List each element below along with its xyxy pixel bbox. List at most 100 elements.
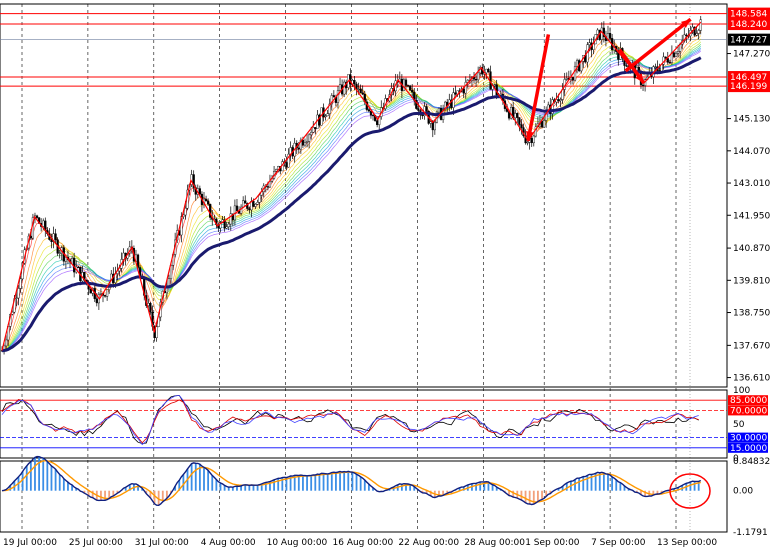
candle [676, 51, 680, 54]
macd-histogram-bar [236, 486, 238, 491]
candle [223, 219, 226, 229]
level-tag [728, 18, 770, 31]
macd-histogram-bar [322, 473, 325, 491]
candle [540, 120, 544, 128]
candle [204, 198, 208, 202]
candle [266, 186, 269, 188]
candle [685, 34, 688, 36]
macd-histogram-bar [520, 490, 523, 501]
candle [625, 65, 628, 67]
current-price-tag [728, 33, 770, 46]
x-tick-label: 28 Aug 00:00 [464, 538, 525, 548]
candle [433, 122, 436, 131]
macd-histogram-bar [219, 483, 222, 491]
candle [353, 80, 356, 85]
macd-histogram-bar [623, 485, 626, 491]
x-tick-label: 31 Jul 00:00 [135, 538, 189, 548]
candle [429, 121, 432, 124]
macd-histogram-bar [25, 465, 28, 491]
macd-frame [0, 460, 728, 533]
candle [485, 68, 488, 74]
macd-histogram-bar [363, 479, 366, 491]
candle [275, 169, 278, 172]
level-tag-label: 148.240 [730, 20, 767, 30]
macd-histogram-bar [273, 479, 275, 491]
oscillator-line [1, 394, 699, 446]
candle [376, 120, 379, 125]
macd-tick-label: 0.84832 [733, 457, 770, 467]
macd-histogram-bar [367, 484, 370, 491]
macd-histogram-bar [62, 478, 65, 491]
candle [526, 142, 529, 144]
candle [371, 114, 375, 117]
macd-histogram-bar [165, 490, 168, 499]
candle [242, 200, 245, 208]
macd-histogram-bar [318, 474, 321, 491]
level-tag [728, 7, 770, 20]
oscillator-level-tag [728, 405, 768, 416]
macd-histogram-bar [310, 475, 313, 491]
macd-histogram-bar [190, 463, 193, 491]
y-tick-label: 136.610 [733, 374, 770, 384]
macd-histogram-bar [161, 490, 164, 502]
oscillator-level-tag [728, 395, 768, 406]
candle [499, 93, 502, 96]
candle [493, 84, 496, 86]
candle [573, 66, 577, 81]
candle [326, 113, 329, 117]
candle [318, 114, 321, 126]
ribbon-ema-line [1, 41, 702, 352]
macd-histogram-bar [244, 484, 247, 491]
macd-histogram-bar [100, 490, 102, 501]
macd-histogram-bar [607, 474, 609, 491]
candle [303, 142, 307, 146]
candle [287, 153, 290, 168]
candle [227, 223, 230, 228]
candle [308, 134, 311, 142]
macd-histogram-bar [194, 463, 197, 491]
macd-histogram-bar [578, 478, 581, 491]
macd-histogram-bar [240, 485, 243, 491]
candle [192, 174, 195, 188]
macd-histogram-bar [590, 474, 593, 491]
macd-histogram-bar [137, 485, 139, 491]
macd-histogram-bar [339, 471, 341, 491]
macd-histogram-bar [425, 490, 428, 494]
candle [89, 288, 92, 294]
candle [596, 29, 599, 35]
macd-histogram-bar [75, 488, 78, 491]
macd-histogram-bar [128, 484, 131, 491]
macd-histogram-bar [483, 481, 486, 491]
macd-histogram-bar [289, 475, 292, 491]
candle [258, 194, 261, 203]
macd-histogram-bar [223, 485, 226, 491]
x-tick-label: 16 Aug 00:00 [333, 538, 394, 548]
macd-histogram-bar [673, 488, 675, 491]
oscillator-level-label: 30.0000 [730, 434, 767, 444]
macd-histogram-bar [264, 482, 267, 491]
candle [305, 140, 309, 143]
candle [697, 30, 700, 34]
oscillator-level-tag [728, 442, 768, 453]
macd-histogram-bar [458, 487, 461, 491]
candle [606, 32, 610, 41]
candle [235, 205, 239, 212]
candle [516, 113, 519, 118]
candle [664, 56, 667, 59]
macd-histogram-bar [252, 485, 255, 491]
y-tick-label: 147.270 [733, 50, 770, 60]
candle [184, 207, 187, 216]
macd-histogram-bar [260, 483, 263, 491]
macd-histogram-bar [644, 490, 646, 497]
macd-histogram-bar [306, 475, 308, 491]
ribbon-ema-line [1, 38, 702, 352]
macd-histogram-bar [203, 467, 205, 491]
candle [77, 266, 80, 268]
macd-histogram-bar [38, 456, 41, 491]
candle [477, 72, 480, 81]
candle [299, 139, 302, 150]
candle [367, 109, 370, 112]
candle [411, 90, 414, 93]
macd-histogram-bar [153, 490, 156, 504]
